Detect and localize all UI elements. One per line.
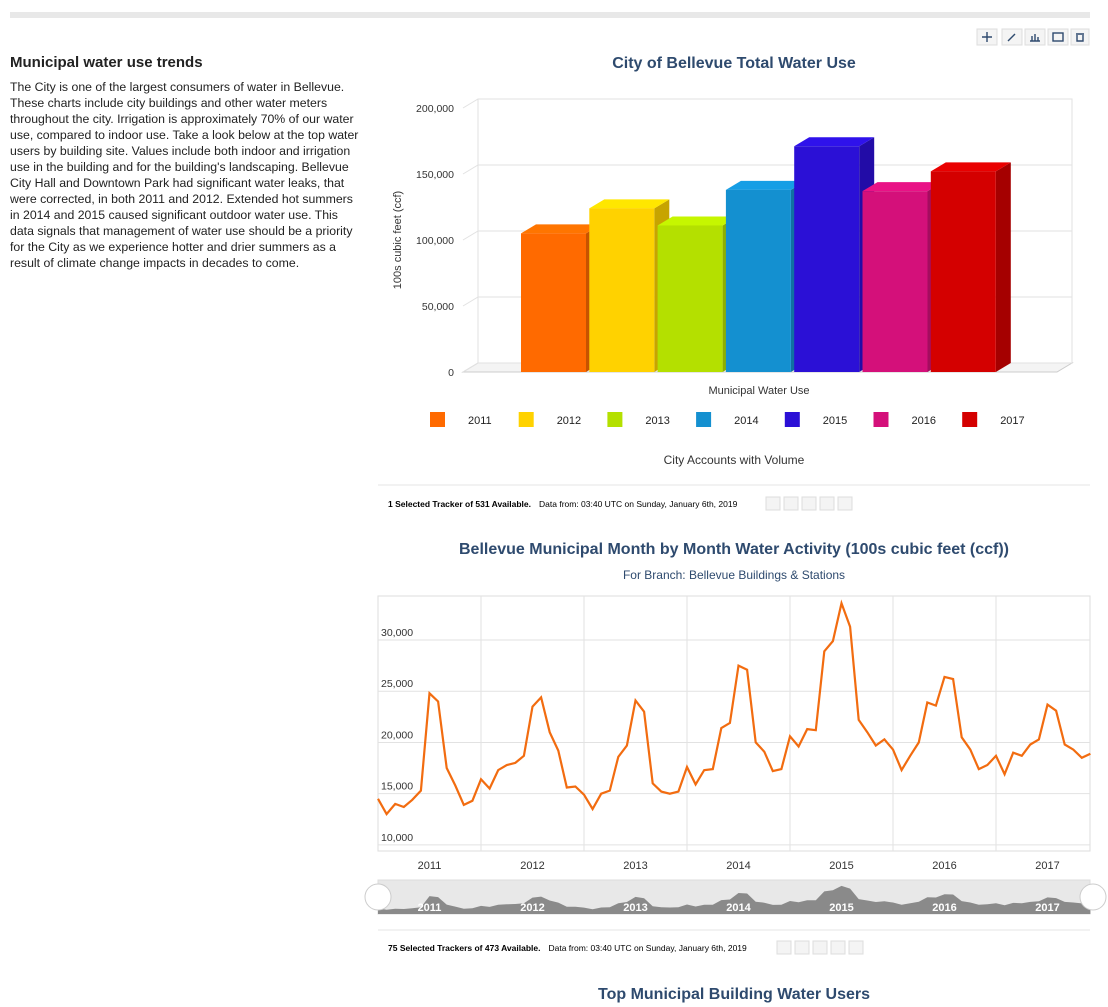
grid-line — [462, 98, 1072, 109]
bar — [521, 233, 586, 372]
x-tick-label: 2017 — [1035, 860, 1059, 872]
x-tick-label: 2015 — [829, 860, 853, 872]
y-tick-label: 0 — [448, 367, 454, 379]
tracker-count: 1 Selected Tracker of 531 Available. — [388, 499, 531, 509]
data-date: Data from: 03:40 UTC on Sunday, January … — [539, 499, 738, 509]
y-tick-label: 100,000 — [416, 235, 454, 247]
chart-title: Bellevue Municipal Month by Month Water … — [459, 541, 1009, 558]
bar-top — [862, 182, 943, 192]
navigator-label: 2013 — [623, 902, 647, 914]
y-tick-label: 200,000 — [416, 103, 454, 115]
navigator-handle — [364, 883, 392, 911]
tracker-count: 75 Selected Trackers of 473 Available. — [388, 943, 540, 953]
status-button[interactable] — [765, 496, 781, 511]
status-button[interactable] — [783, 496, 799, 511]
legend-label: 2017 — [1000, 415, 1024, 427]
status-button[interactable] — [848, 940, 864, 955]
x-tick-label: 2012 — [520, 860, 544, 872]
toolbar-icons — [982, 32, 1084, 42]
status-button[interactable] — [794, 940, 810, 955]
y-tick-label: 10,000 — [381, 832, 413, 844]
bar — [862, 191, 928, 372]
legend-swatch — [962, 412, 978, 427]
navigator-label: 2012 — [520, 902, 544, 914]
navigator-handle — [1079, 883, 1107, 911]
y-tick-label: 25,000 — [381, 678, 413, 690]
legend-label: 2014 — [734, 415, 758, 427]
status-trackers: 1 Selected Tracker of 531 Available. Data… — [388, 499, 738, 509]
status-button[interactable] — [776, 940, 792, 955]
legend-swatch — [430, 412, 445, 427]
x-axis-label: Municipal Water Use — [708, 385, 809, 397]
y-tick-label: 15,000 — [381, 781, 413, 793]
bar — [589, 208, 655, 372]
line-chart: 10,000 15,000 20,000 25,000 30,000 2011 2012 20… — [364, 595, 1107, 915]
x-tick-label: 2016 — [932, 860, 956, 872]
legend-swatch — [607, 412, 623, 427]
bar-top — [725, 180, 806, 190]
legend-label: 2013 — [645, 415, 669, 427]
y-axis-label: 100s cubic feet (ccf) — [392, 191, 404, 289]
top-bar — [10, 12, 1090, 18]
legend-swatch — [784, 412, 800, 427]
navigator-label: 2011 — [418, 902, 442, 914]
status-icons — [765, 496, 853, 511]
x-tick-label: 2014 — [726, 860, 750, 872]
chart-subtitle: For Branch: Bellevue Buildings & Station… — [623, 568, 845, 582]
status-icons — [776, 940, 864, 955]
image-button[interactable] — [1047, 28, 1069, 46]
bar — [657, 225, 723, 372]
navigator-label: 2017 — [1035, 902, 1059, 914]
navigator-label: 2016 — [932, 902, 956, 914]
bar-top — [794, 137, 875, 147]
bar-top — [521, 224, 601, 234]
legend-swatch — [518, 412, 534, 427]
status-button[interactable] — [812, 940, 828, 955]
status-trackers: 75 Selected Trackers of 473 Available. Da… — [388, 943, 747, 953]
legend-swatch — [873, 412, 889, 427]
legend-label: 2012 — [557, 415, 581, 427]
toolbar — [976, 28, 1090, 46]
x-tick-label: 2011 — [418, 860, 442, 872]
bar — [725, 189, 791, 372]
bar-side — [995, 162, 1011, 372]
x-tick-label: 2013 — [623, 860, 647, 872]
delete-button[interactable] — [1070, 28, 1090, 46]
y-tick-label: 30,000 — [381, 627, 413, 639]
navigator-area — [378, 885, 1091, 914]
legend-swatch — [696, 412, 712, 427]
legend-label: 2011 — [468, 415, 492, 427]
legend-label: 2016 — [912, 415, 936, 427]
bar-top — [657, 216, 738, 226]
navigator-label: 2015 — [829, 902, 853, 914]
legend-label: 2015 — [823, 415, 847, 427]
plot-area — [377, 595, 1091, 852]
status-button[interactable] — [830, 940, 846, 955]
y-tick-label: 50,000 — [422, 301, 454, 313]
bar — [930, 171, 996, 372]
bar-top — [930, 162, 1011, 172]
y-tick-label: 150,000 — [416, 169, 454, 181]
bar-chart: 0 50,000 100,000 150,000 200,000 2011 2012 2013… — [416, 98, 1074, 427]
line — [377, 599, 1091, 817]
section-heading: Top Municipal Building Water Users — [598, 986, 870, 1003]
y-tick-label: 20,000 — [381, 729, 413, 741]
chart-title: City of Bellevue Total Water Use — [612, 55, 856, 72]
bar — [794, 146, 860, 372]
status-button[interactable] — [819, 496, 835, 511]
bar-top — [589, 199, 670, 209]
status-button[interactable] — [801, 496, 817, 511]
article-heading: Municipal water use trends — [10, 54, 203, 71]
data-date: Data from: 03:40 UTC on Sunday, January … — [548, 943, 747, 953]
status-button[interactable] — [837, 496, 853, 511]
legend-caption: City Accounts with Volume — [664, 453, 805, 467]
navigator-label: 2014 — [726, 902, 751, 914]
article: Municipal water use trends The City is o… — [10, 54, 360, 271]
article-text: The City is one of the largest consumers… — [10, 80, 359, 270]
